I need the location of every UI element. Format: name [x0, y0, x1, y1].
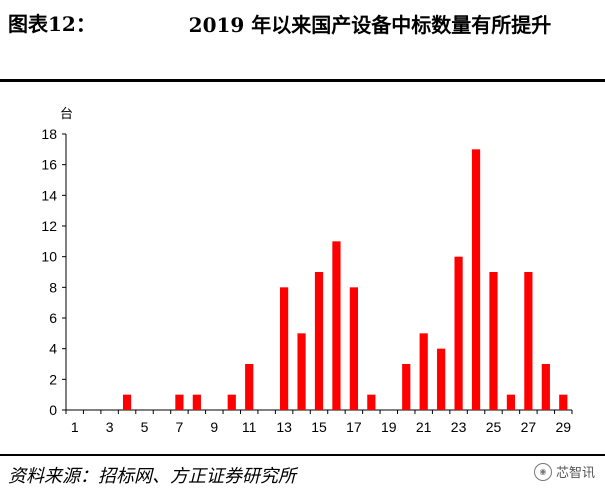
x-tick-label: 5	[141, 419, 149, 435]
bar-17	[349, 287, 358, 410]
x-tick-label: 17	[346, 419, 362, 435]
x-axis: 1 3 5 7 9 11 13 15 17 19 21 23 25 27 29	[65, 409, 573, 435]
bar-24	[471, 149, 481, 411]
bar-13	[280, 287, 289, 410]
footer-rule	[0, 454, 605, 456]
y-tick-label: 8	[49, 279, 57, 295]
wechat-icon: ◉	[533, 462, 552, 481]
bar-16	[332, 241, 341, 410]
y-unit-label: 台	[60, 107, 73, 122]
bar-26	[506, 394, 516, 410]
x-tick-label: 25	[486, 419, 502, 435]
y-tick-label: 18	[41, 126, 57, 142]
watermark: ◉ 芯智讯	[533, 462, 595, 481]
x-tick-label: 15	[311, 419, 327, 435]
header-rule	[0, 79, 605, 82]
x-tick-label: 23	[451, 419, 467, 435]
bar-23	[454, 256, 463, 410]
x-tick-label: 3	[106, 419, 114, 435]
y-tick-label: 16	[41, 157, 57, 173]
header: 图表12： 2019 年以来国产设备中标数量有所提升	[0, 0, 605, 82]
y-axis: 0 2 4 6 8 10 12 14 16 18	[41, 126, 67, 418]
source-note: 资料来源：招标网、方正证券研究所	[8, 466, 296, 487]
bar-7	[175, 394, 184, 410]
x-tick-label: 13	[276, 419, 292, 435]
bar-22	[437, 348, 446, 410]
bar-25	[489, 272, 498, 410]
bar-11	[245, 364, 254, 410]
bar-20	[402, 364, 411, 410]
y-tick-label: 0	[49, 402, 57, 418]
bar-4	[122, 394, 132, 410]
y-tick-label: 14	[41, 187, 57, 203]
bar-14	[297, 333, 306, 410]
x-tick-label: 9	[210, 419, 218, 435]
bar-29	[559, 394, 568, 410]
bar-18	[367, 394, 376, 410]
bar-8	[192, 394, 201, 410]
y-tick-label: 6	[49, 310, 57, 326]
x-tick-label: 27	[521, 419, 537, 435]
x-tick-label: 19	[381, 419, 397, 435]
figure-label: 图表12：	[8, 12, 96, 36]
y-tick-label: 4	[49, 341, 57, 357]
x-tick-label: 29	[555, 419, 571, 435]
watermark-text: 芯智讯	[555, 466, 595, 481]
bars	[122, 149, 568, 411]
x-tick-label: 7	[176, 419, 184, 435]
x-tick-label: 1	[71, 419, 79, 435]
x-tick-label: 11	[242, 419, 257, 435]
bar-28	[541, 364, 550, 410]
y-tick-label: 10	[41, 249, 57, 265]
x-tick-label: 21	[416, 419, 432, 435]
bar-21	[419, 333, 428, 410]
y-tick-label: 2	[49, 371, 57, 387]
bar-10	[227, 394, 236, 410]
y-tick-label: 12	[41, 218, 57, 234]
bar-27	[524, 272, 533, 410]
bar-15	[314, 272, 324, 410]
chart-title: 2019 年以来国产设备中标数量有所提升	[188, 13, 552, 37]
